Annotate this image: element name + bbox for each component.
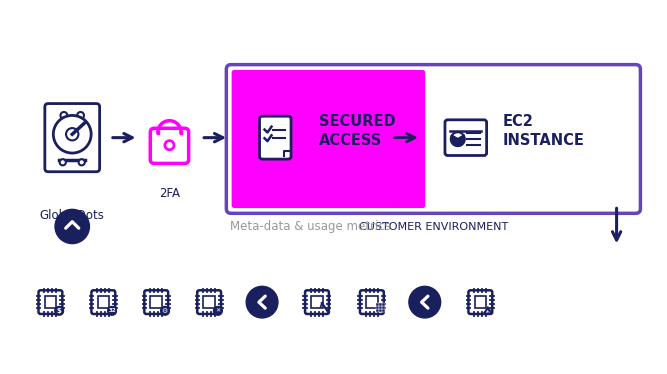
Circle shape — [55, 306, 63, 315]
Text: 2FA: 2FA — [159, 187, 180, 200]
FancyBboxPatch shape — [468, 290, 492, 314]
FancyBboxPatch shape — [360, 290, 384, 314]
Circle shape — [77, 112, 84, 119]
Text: !: ! — [487, 309, 489, 314]
FancyBboxPatch shape — [150, 128, 189, 163]
Bar — [45, 297, 56, 308]
Circle shape — [107, 306, 117, 315]
FancyBboxPatch shape — [445, 120, 487, 156]
FancyBboxPatch shape — [39, 290, 62, 314]
Circle shape — [161, 306, 169, 315]
Bar — [151, 297, 162, 308]
Text: $: $ — [57, 308, 61, 314]
Circle shape — [409, 286, 441, 318]
Wedge shape — [451, 136, 465, 146]
FancyBboxPatch shape — [231, 70, 425, 208]
Text: SECURED
ACCESS: SECURED ACCESS — [319, 114, 396, 148]
Bar — [97, 297, 109, 308]
Bar — [376, 306, 379, 309]
Circle shape — [59, 159, 66, 165]
FancyBboxPatch shape — [45, 104, 99, 172]
Circle shape — [213, 306, 222, 315]
Text: Meta-data & usage metrics: Meta-data & usage metrics — [230, 220, 391, 233]
Bar — [380, 306, 382, 309]
FancyBboxPatch shape — [197, 290, 221, 314]
FancyBboxPatch shape — [91, 290, 115, 314]
Circle shape — [66, 128, 79, 140]
Circle shape — [165, 141, 174, 150]
Text: 32: 32 — [108, 308, 116, 313]
Circle shape — [53, 116, 91, 153]
Bar — [376, 303, 379, 306]
FancyBboxPatch shape — [259, 116, 291, 159]
Circle shape — [246, 286, 278, 318]
Polygon shape — [484, 308, 492, 313]
Wedge shape — [452, 132, 464, 139]
Circle shape — [79, 159, 85, 165]
Bar — [382, 309, 385, 312]
Bar — [475, 297, 486, 308]
Bar — [376, 309, 379, 312]
FancyBboxPatch shape — [144, 290, 168, 314]
Bar — [382, 303, 385, 306]
Bar — [380, 309, 382, 312]
Bar — [382, 306, 385, 309]
Circle shape — [61, 112, 67, 119]
FancyBboxPatch shape — [226, 65, 640, 213]
Bar — [380, 303, 382, 306]
Text: ⚙: ⚙ — [162, 308, 168, 314]
Circle shape — [55, 209, 89, 243]
Bar — [203, 297, 215, 308]
FancyBboxPatch shape — [305, 290, 329, 314]
Text: EC2
INSTANCE: EC2 INSTANCE — [503, 114, 585, 148]
Text: CUSTOMER ENVIRONMENT: CUSTOMER ENVIRONMENT — [360, 222, 509, 232]
Bar — [311, 297, 323, 308]
Text: GlobalDots
Disk: GlobalDots Disk — [40, 209, 105, 239]
Text: ✕: ✕ — [215, 308, 221, 313]
Bar — [366, 297, 378, 308]
